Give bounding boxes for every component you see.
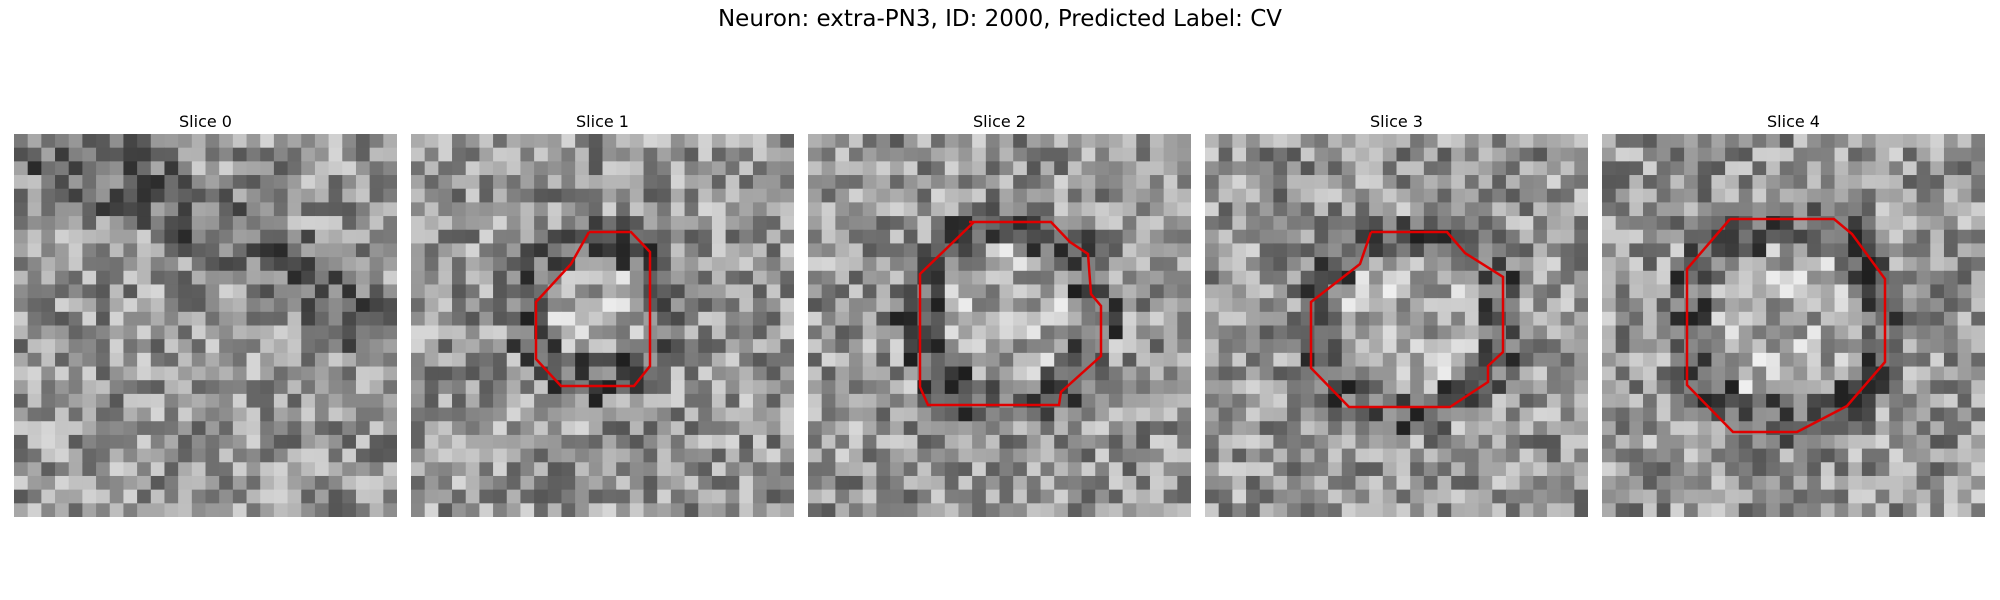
- slice-panel-0: Slice 0: [14, 110, 397, 517]
- slice-title: Slice 2: [973, 112, 1026, 131]
- slice-image: [808, 134, 1191, 517]
- slice-title: Slice 0: [179, 112, 232, 131]
- slice-title: Slice 3: [1370, 112, 1423, 131]
- slice-panel-3: Slice 3: [1205, 110, 1588, 517]
- figure-title: Neuron: extra-PN3, ID: 2000, Predicted L…: [717, 6, 1283, 32]
- slice-image: [1602, 134, 1985, 517]
- slice-image: [14, 134, 397, 517]
- cell-contour: [1685, 217, 1887, 434]
- slice-title: Slice 1: [576, 112, 629, 131]
- cell-contour: [1309, 230, 1505, 409]
- cell-contour: [918, 220, 1103, 407]
- cell-contour: [534, 230, 652, 388]
- slice-panel-4: Slice 4: [1602, 110, 1985, 517]
- slice-title: Slice 4: [1767, 112, 1820, 131]
- slice-image: [1205, 134, 1588, 517]
- slice-image: [411, 134, 794, 517]
- slice-panel-1: Slice 1: [411, 110, 794, 517]
- slice-panel-2: Slice 2: [808, 110, 1191, 517]
